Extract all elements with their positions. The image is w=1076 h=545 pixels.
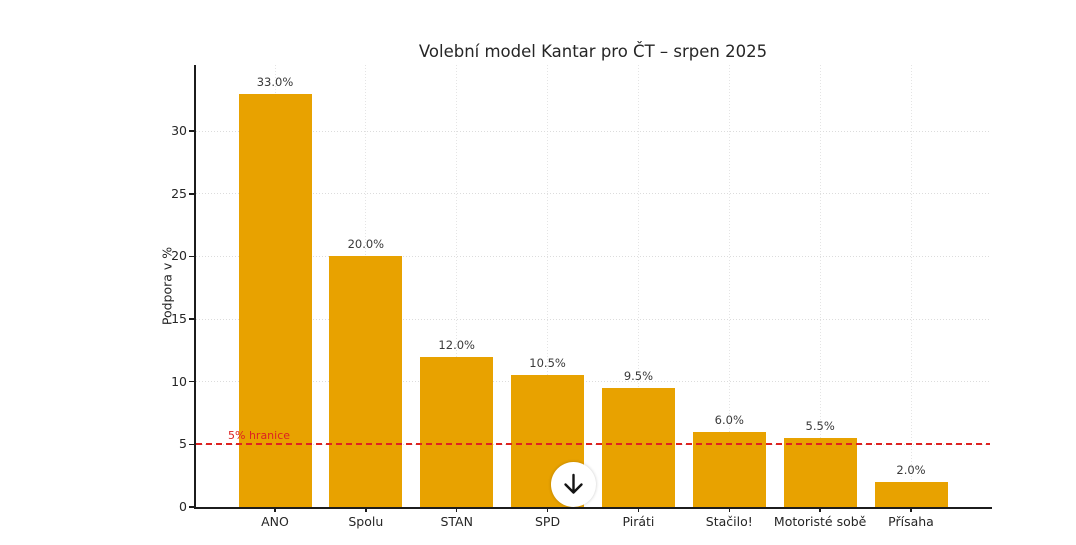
x-tick-label: SPD (535, 514, 561, 529)
bar-Spolu (329, 256, 403, 507)
y-tick-mark (189, 506, 194, 508)
bar-Přísaha (874, 481, 948, 507)
x-tick-mark (365, 507, 367, 512)
y-tick-label: 30 (171, 123, 187, 139)
y-tick-label: 25 (171, 185, 187, 201)
gridline-vertical (547, 65, 549, 507)
x-tick-label: Piráti (622, 514, 655, 529)
bar-value-label: 9.5% (623, 368, 654, 383)
bar-value-label: 5.5% (805, 419, 835, 434)
bar-Motoristé sobě (783, 438, 857, 507)
bar-Piráti (601, 388, 675, 507)
y-tick-mark (189, 443, 194, 446)
bar-ANO (238, 93, 312, 507)
x-tick-mark (274, 507, 276, 512)
x-tick-label: Spolu (348, 514, 384, 529)
gridline-vertical (637, 65, 639, 507)
x-tick-label: ANO (261, 514, 289, 529)
gridline-horizontal (196, 255, 990, 257)
gridline-horizontal (196, 130, 990, 132)
y-tick-mark (189, 130, 194, 132)
x-tick-mark (910, 507, 912, 512)
x-tick-label: Přísaha (888, 514, 934, 529)
bar-STAN (420, 356, 494, 507)
y-tick-mark (189, 255, 194, 258)
y-tick-label: 20 (171, 248, 187, 264)
y-tick-mark (189, 318, 194, 320)
x-axis-line (194, 507, 992, 509)
x-tick-label: Motoristé sobě (773, 514, 867, 529)
chart-title: Volební model Kantar pro ČT – srpen 2025 (418, 42, 768, 61)
x-tick-label: Stačilo! (705, 514, 753, 529)
gridline-horizontal (196, 381, 990, 383)
gridline-vertical (910, 65, 912, 507)
gridline-vertical (728, 65, 730, 507)
bar-value-label: 6.0% (714, 412, 744, 427)
threshold-label: 5% hranice (228, 429, 291, 443)
bar-value-label: 33.0% (256, 74, 294, 89)
arrow-down-icon (564, 473, 583, 494)
x-tick-mark (455, 507, 458, 512)
threshold-line (196, 443, 990, 446)
y-axis-line (194, 65, 196, 509)
plot-area: 33.0% 20.0% 12.0% 10.5% 9.5% 6.0% 5.5% 2.0% 5% … (194, 65, 992, 509)
x-tick-mark (546, 507, 549, 512)
bar-value-label: 10.5% (529, 356, 566, 371)
gridline-vertical (819, 65, 821, 507)
y-tick-label: 0 (179, 499, 187, 514)
x-tick-mark (819, 507, 821, 512)
bar-value-label: 2.0% (896, 462, 926, 477)
gridline-horizontal (196, 193, 990, 195)
gridline-horizontal (196, 318, 990, 320)
scroll-down-button[interactable] (551, 462, 596, 507)
bar-value-label: 20.0% (347, 237, 385, 252)
x-tick-mark (637, 507, 640, 512)
y-tick-label: 15 (171, 311, 187, 327)
y-tick-mark (189, 193, 194, 195)
bar-value-label: 12.0% (438, 337, 475, 352)
x-tick-mark (728, 507, 731, 512)
gridline-vertical (456, 65, 458, 507)
y-tick-label: 5 (179, 436, 187, 452)
x-tick-label: STAN (440, 514, 473, 529)
y-tick-label: 10 (171, 373, 187, 389)
y-tick-mark (189, 380, 194, 383)
